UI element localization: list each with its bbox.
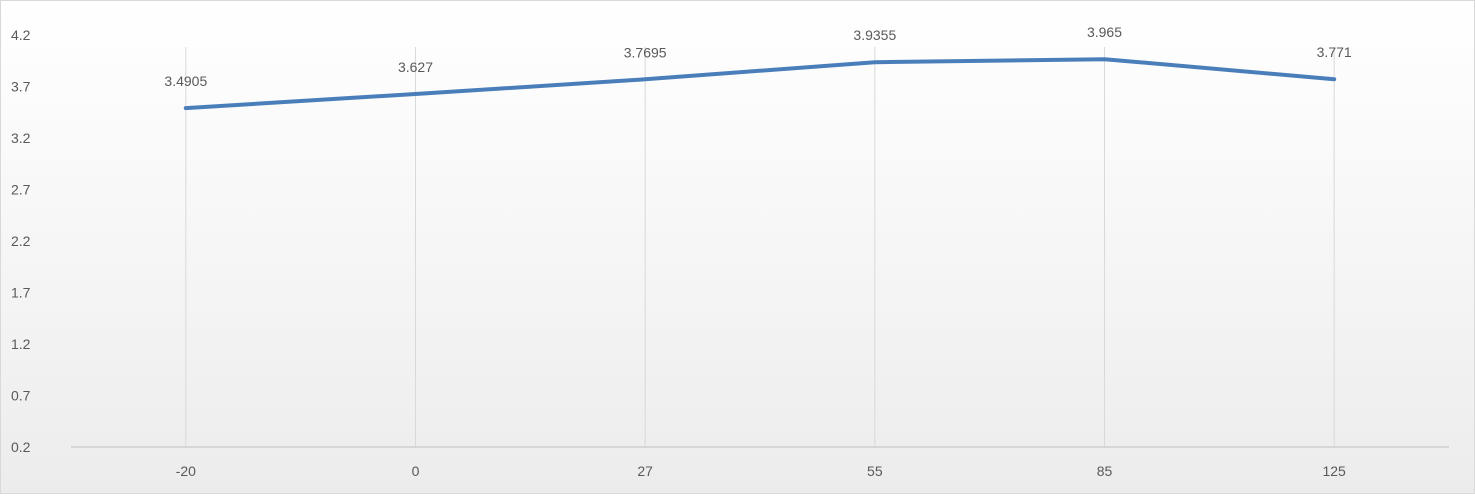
x-tick-label: 0 <box>412 463 420 479</box>
x-tick-label: 55 <box>867 463 883 479</box>
y-tick-label: 3.7 <box>11 79 31 95</box>
data-label: 3.965 <box>1087 24 1122 40</box>
data-label: 3.627 <box>398 59 433 75</box>
series-line <box>183 57 1337 111</box>
y-tick-label: 0.7 <box>11 388 31 404</box>
y-tick-label: 3.2 <box>11 130 31 146</box>
data-label: 3.4905 <box>164 73 207 89</box>
y-tick-label: 2.7 <box>11 182 31 198</box>
x-tick-label: 125 <box>1322 463 1346 479</box>
y-tick-label: 2.2 <box>11 233 31 249</box>
x-tick-label: 85 <box>1097 463 1113 479</box>
data-labels: 3.4905 3.627 3.7695 3.9355 3.965 3.771 <box>164 24 1351 89</box>
y-axis-tick-labels: 4.2 3.7 3.2 2.7 2.2 1.7 1.2 0.7 0.2 <box>11 27 31 455</box>
y-tick-label: 1.7 <box>11 285 31 301</box>
y-tick-label: 0.2 <box>11 439 31 455</box>
gridlines <box>185 47 1335 447</box>
data-label: 3.7695 <box>624 44 667 60</box>
x-axis-tick-labels: -20 0 27 55 85 125 <box>176 463 1346 479</box>
y-tick-label: 4.2 <box>11 27 31 43</box>
y-tick-label: 1.2 <box>11 336 31 352</box>
x-tick-label: 27 <box>637 463 653 479</box>
x-tick-label: -20 <box>176 463 196 479</box>
data-label: 3.771 <box>1317 44 1352 60</box>
data-label: 3.9355 <box>853 27 896 43</box>
